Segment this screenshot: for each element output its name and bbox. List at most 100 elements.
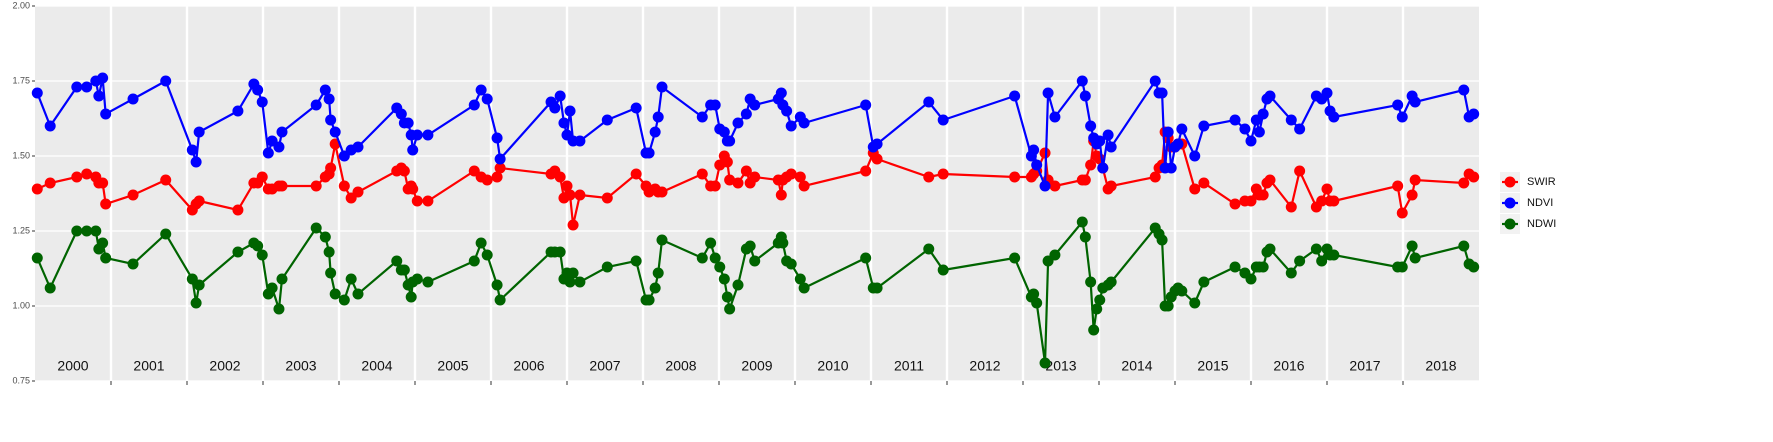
- point: [732, 117, 744, 129]
- point: [127, 258, 139, 270]
- point: [1229, 114, 1241, 126]
- point: [1094, 135, 1106, 147]
- point: [860, 252, 872, 264]
- point: [475, 237, 487, 249]
- point: [709, 99, 721, 111]
- point: [1165, 162, 1177, 174]
- point: [491, 171, 503, 183]
- point: [494, 153, 506, 165]
- point: [325, 162, 337, 174]
- point: [785, 258, 797, 270]
- point: [777, 237, 789, 249]
- point: [1285, 267, 1297, 279]
- point: [643, 147, 655, 159]
- point: [1189, 150, 1201, 162]
- point: [100, 108, 112, 120]
- point: [574, 135, 586, 147]
- point: [232, 204, 244, 216]
- point: [398, 165, 410, 177]
- point: [1028, 288, 1040, 300]
- point: [1392, 180, 1404, 192]
- point: [160, 228, 172, 240]
- legend-label: NDVI: [1527, 197, 1553, 209]
- point: [709, 252, 721, 264]
- point: [402, 117, 414, 129]
- point: [554, 246, 566, 258]
- point: [1105, 276, 1117, 288]
- point: [1102, 129, 1114, 141]
- point: [1088, 324, 1100, 336]
- point: [190, 297, 202, 309]
- y-tick-label: 2.00: [12, 0, 30, 10]
- point: [630, 255, 642, 267]
- point: [1042, 87, 1054, 99]
- legend-label: NDWI: [1527, 218, 1556, 230]
- point: [1257, 189, 1269, 201]
- point: [1458, 84, 1470, 96]
- point: [937, 114, 949, 126]
- point: [323, 246, 335, 258]
- point: [1321, 87, 1333, 99]
- point: [1079, 231, 1091, 243]
- point: [1198, 120, 1210, 132]
- point: [656, 234, 668, 246]
- point: [871, 153, 883, 165]
- year-label: 2002: [209, 358, 240, 374]
- point: [1189, 183, 1201, 195]
- point: [97, 72, 109, 84]
- point: [1396, 111, 1408, 123]
- point: [1076, 216, 1088, 228]
- point: [81, 81, 93, 93]
- point: [652, 111, 664, 123]
- point: [860, 165, 872, 177]
- point: [1049, 180, 1061, 192]
- point: [564, 276, 576, 288]
- point: [276, 273, 288, 285]
- point: [1162, 300, 1174, 312]
- point: [1396, 207, 1408, 219]
- point: [411, 273, 423, 285]
- point: [1049, 249, 1061, 261]
- point: [798, 180, 810, 192]
- point: [1253, 126, 1265, 138]
- point: [860, 99, 872, 111]
- point: [395, 108, 407, 120]
- point: [1189, 297, 1201, 309]
- point: [1105, 180, 1117, 192]
- point: [398, 264, 410, 276]
- point: [323, 93, 335, 105]
- point: [325, 114, 337, 126]
- point: [256, 171, 268, 183]
- point: [100, 252, 112, 264]
- point: [1294, 123, 1306, 135]
- point: [1264, 90, 1276, 102]
- point: [1031, 159, 1043, 171]
- point: [494, 162, 506, 174]
- point: [97, 237, 109, 249]
- point: [714, 261, 726, 273]
- point: [871, 138, 883, 150]
- point: [554, 171, 566, 183]
- point: [567, 267, 579, 279]
- point: [709, 180, 721, 192]
- point: [656, 186, 668, 198]
- point: [1079, 90, 1091, 102]
- year-label: 2013: [1045, 358, 1076, 374]
- point: [1009, 171, 1021, 183]
- y-tick-label: 1.75: [12, 75, 30, 85]
- point: [1198, 276, 1210, 288]
- point: [310, 99, 322, 111]
- point: [422, 276, 434, 288]
- point: [775, 189, 787, 201]
- point: [923, 243, 935, 255]
- point: [649, 126, 661, 138]
- point: [1085, 120, 1097, 132]
- year-label: 2003: [285, 358, 316, 374]
- year-label: 2010: [817, 358, 848, 374]
- point: [325, 267, 337, 279]
- point: [338, 180, 350, 192]
- point: [1031, 297, 1043, 309]
- point: [1458, 240, 1470, 252]
- year-label: 2006: [513, 358, 544, 374]
